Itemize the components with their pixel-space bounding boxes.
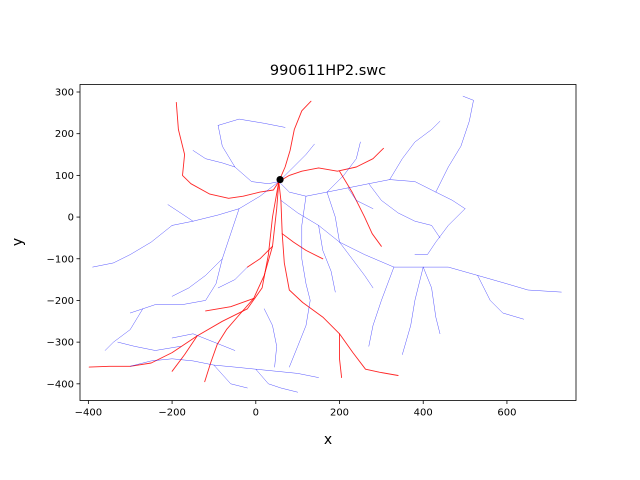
x-tick-label: 200 [330,408,349,419]
y-tick-label: −100 [47,254,74,265]
x-axis-title: x [324,432,332,448]
y-tick-label: 200 [55,129,74,140]
trace-segment [129,358,319,378]
trace-segment [368,183,441,239]
trace-segment [289,195,311,368]
trace-segment [477,275,524,320]
x-tick-label: 0 [253,408,259,419]
soma-layer [276,175,284,184]
trace-segment [339,170,382,247]
y-tick-label: −400 [47,379,74,390]
chart-title: 990611HP2.swc [270,63,386,79]
x-tick-label: 600 [497,408,516,419]
trace-segment [171,258,223,297]
trace-segment [326,191,374,289]
trace-segment [339,333,343,379]
trace-segment [278,147,384,183]
y-tick-label: −200 [47,296,74,307]
y-tick-label: 100 [55,171,74,182]
neuron-traces [88,95,562,393]
trace-segment [217,125,280,184]
y-tick-label: 300 [55,88,74,99]
x-axis-ticks: −400 −200 0 200 400 600 [75,400,516,419]
trace-segment [263,308,277,368]
y-tick-label: 0 [68,213,74,224]
trace-segment [92,225,173,268]
y-tick-label: −300 [47,338,74,349]
trace-segment [204,181,280,383]
trace-segment [217,118,286,128]
trace-segment [280,200,562,293]
y-axis-title: y [10,238,26,246]
trace-segment [171,335,198,372]
trace-segment [205,297,255,312]
trace-segment [217,266,248,289]
plot-frame [79,84,577,401]
soma-marker [276,175,284,184]
trace-segment [414,208,466,255]
trace-segment [368,266,395,347]
trace-segment [422,266,441,335]
trace-segment [389,120,441,180]
x-tick-label: −200 [158,408,185,419]
y-axis-ticks: −400 −300 −200 −100 0 100 200 300 [47,88,80,390]
trace-segment [278,100,312,183]
trace-segment [281,233,324,260]
trace-segment [175,101,280,199]
trace-segment [104,308,144,351]
trace-segment [347,187,374,209]
trace-segment [167,204,194,222]
x-tick-label: 400 [414,408,433,419]
trace-segment [171,181,280,226]
plot-background [80,84,576,401]
x-tick-label: −400 [75,408,102,419]
trace-segment [117,341,181,351]
trace-segment [255,368,298,393]
trace-segment [171,333,236,351]
trace-segment [246,245,273,268]
trace-segment [435,95,474,193]
trace-segment [326,141,361,193]
trace-segment [318,225,336,293]
trace-segment [213,364,248,389]
trace-segment [278,181,399,376]
trace-segment [192,150,236,168]
trace-segment [278,143,315,182]
trace-segment [402,266,424,355]
trace-segment [129,208,240,314]
trace-segment [88,181,280,368]
